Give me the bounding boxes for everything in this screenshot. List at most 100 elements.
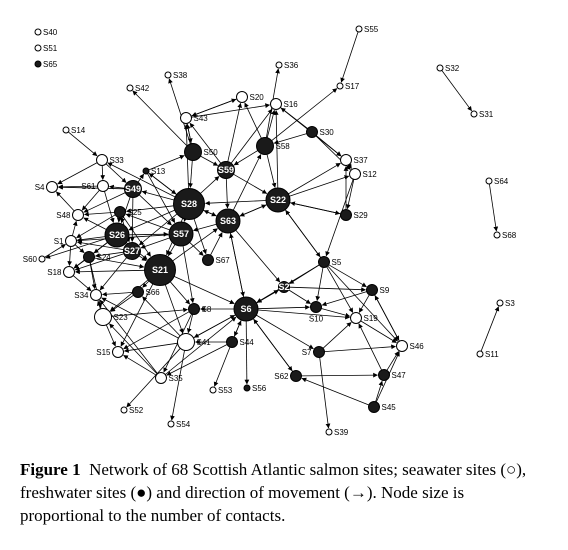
- freshwater-node-marker: [202, 254, 214, 266]
- edge-s21-to-s18: [75, 269, 145, 275]
- edge-s59-to-s20: [227, 102, 243, 162]
- node-label: S39: [334, 428, 349, 437]
- seawater-node-marker: [90, 289, 102, 301]
- freshwater-node-marker: [290, 370, 302, 382]
- edge-s27-to-s1: [76, 240, 124, 250]
- node-label: S22: [270, 195, 286, 205]
- edge-s49-to-s48: [83, 192, 126, 213]
- edge-s47-to-s46: [386, 351, 399, 371]
- seawater-node-marker: [164, 71, 172, 79]
- edge-s43-to-s16: [191, 103, 271, 118]
- edge-s41-to-s52: [126, 348, 181, 408]
- edge-s25-to-s48: [84, 211, 115, 217]
- edge-s25-to-s1: [76, 214, 116, 239]
- edge-s26-to-s57: [128, 231, 169, 237]
- seawater-node-marker: [38, 255, 46, 263]
- edge-s28-to-s49: [141, 190, 175, 201]
- node-s1: S1: [54, 235, 77, 247]
- node-label: S9: [380, 286, 390, 295]
- edge-s59-to-s16: [230, 108, 273, 164]
- edge-s41-to-s34: [101, 297, 179, 339]
- edge-s60-to-s1: [44, 244, 66, 258]
- node-s66: S66: [132, 286, 161, 298]
- seawater-node-marker: [496, 299, 504, 307]
- seawater-node-marker: [270, 98, 282, 110]
- edge-s25-to-s26: [116, 217, 122, 223]
- edge-s41-to-s66: [142, 296, 181, 337]
- node-label: S4: [35, 183, 45, 192]
- figure-caption: Figure 1 Network of 68 Scottish Atlantic…: [20, 458, 550, 527]
- edge-s61-to-s26: [104, 191, 115, 223]
- edge-s32-to-s31: [441, 70, 472, 112]
- edge-s58-to-s16: [266, 109, 276, 138]
- edge-s21-to-s6: [173, 276, 235, 305]
- node-label: S67: [216, 256, 231, 265]
- edge-s59-to-s22: [233, 173, 268, 194]
- seawater-node-marker: [350, 312, 362, 324]
- node-label: S30: [320, 128, 335, 137]
- edge-s5-to-s9: [328, 264, 367, 288]
- freshwater-node-marker: [142, 167, 150, 175]
- node-label: S45: [382, 403, 397, 412]
- node-label: S24: [97, 253, 112, 262]
- node-s5: S5: [318, 256, 342, 268]
- edge-s44-to-s35: [166, 344, 228, 376]
- legend-label: S51: [43, 44, 58, 53]
- edge-s64-to-s68: [489, 183, 499, 232]
- freshwater-node-marker: [132, 286, 144, 298]
- edge-s5-to-s19: [326, 266, 354, 313]
- node-s22: S22: [265, 187, 291, 213]
- edge-s1-to-s18: [67, 246, 73, 266]
- node-label: S37: [354, 156, 369, 165]
- node-s14: S14: [62, 126, 86, 135]
- edge-s20-to-s43: [191, 98, 238, 117]
- edge-s10-to-s19: [321, 308, 351, 318]
- node-label: S31: [479, 110, 494, 119]
- node-label: S64: [494, 177, 509, 186]
- edge-s66-to-s23: [110, 294, 134, 312]
- edge-s41-to-s15: [123, 342, 178, 353]
- edge-s21-to-s41: [164, 284, 184, 334]
- edge-s9-to-s19: [358, 294, 370, 313]
- node-label: S66: [146, 288, 161, 297]
- edge-s8-to-s41: [186, 314, 194, 334]
- node-label: S21: [152, 265, 168, 275]
- freshwater-node-marker: [378, 369, 390, 381]
- node-label: S56: [252, 384, 267, 393]
- node-s63: S63: [215, 208, 241, 234]
- freshwater-node-marker: [184, 143, 202, 161]
- node-label: S53: [218, 386, 233, 395]
- seawater-node-marker: [94, 308, 112, 326]
- edge-s7-to-s39: [319, 357, 331, 429]
- edge-s24-to-s34: [89, 262, 97, 290]
- edge-s24-to-s21: [94, 257, 145, 269]
- node-label: S15: [96, 348, 111, 357]
- node-label: S17: [345, 82, 360, 91]
- edge-s12-to-s5: [325, 179, 354, 257]
- node-s61: S61: [81, 180, 109, 192]
- edge-s59-to-s63: [224, 178, 230, 209]
- edge-s19-to-s46: [360, 320, 397, 343]
- node-label: S13: [151, 167, 166, 176]
- seawater-node-marker: [96, 154, 108, 166]
- node-s35: S35: [155, 372, 184, 384]
- node-label: S60: [23, 255, 38, 264]
- seawater-node-marker: [120, 406, 128, 414]
- edge-s21-to-s15: [120, 283, 154, 347]
- edge-s22-to-s12: [289, 175, 350, 197]
- edge-s59-to-s43: [189, 122, 222, 164]
- node-label: S18: [47, 268, 62, 277]
- edge-s26-to-s48: [83, 217, 107, 230]
- edge-s49-to-s61: [109, 184, 125, 190]
- node-s30: S30: [306, 126, 335, 138]
- seawater-node-marker: [485, 177, 493, 185]
- edge-s33-to-s61: [100, 165, 106, 180]
- seawater-node-marker: [355, 25, 363, 33]
- node-s25: S25: [114, 206, 142, 218]
- node-label: S34: [74, 291, 89, 300]
- freshwater-node-marker: [278, 281, 290, 293]
- node-label: S32: [445, 64, 460, 73]
- node-label: S20: [250, 93, 265, 102]
- node-label: S41: [197, 338, 212, 347]
- node-label: S35: [169, 374, 184, 383]
